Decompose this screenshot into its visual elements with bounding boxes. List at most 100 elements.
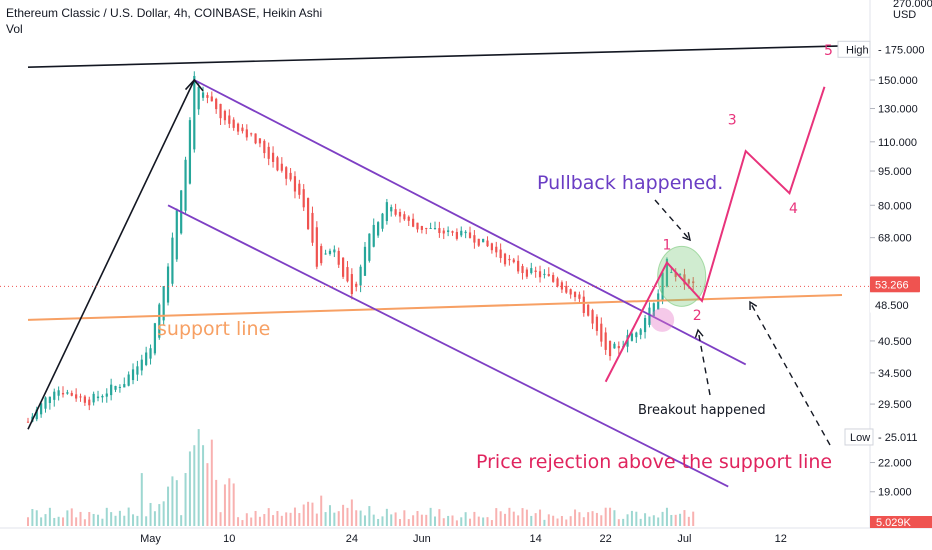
volume-bar	[114, 515, 117, 526]
volume-bar	[499, 511, 502, 526]
candle-body	[385, 202, 388, 222]
candle-body	[595, 316, 599, 331]
pullback-arrow	[654, 199, 691, 241]
candle-body	[416, 222, 419, 230]
candle-body	[320, 246, 323, 264]
candle-body	[569, 289, 572, 295]
candle-body	[197, 86, 200, 110]
candle-body	[635, 332, 638, 338]
support-price-badge: 48.500	[875, 300, 909, 312]
candle-body	[298, 183, 301, 195]
high-trendline[interactable]	[27, 45, 843, 68]
candle-body	[538, 271, 542, 278]
volume-bar	[600, 515, 603, 526]
candle-body	[372, 224, 375, 247]
volume-bar	[289, 512, 292, 526]
candle-body	[486, 240, 489, 247]
volume-bar	[40, 517, 43, 526]
time-tick-label: Jul	[677, 533, 691, 545]
volume-bar	[363, 515, 366, 526]
impulse-line[interactable]	[27, 79, 196, 430]
volume-bar	[613, 510, 616, 526]
volume-bar	[62, 517, 65, 526]
volume-bar	[237, 517, 240, 526]
volume-bar	[486, 517, 489, 526]
volume-bar	[521, 508, 524, 526]
price-axis[interactable]: 150.000 130.000 110.000 95.000 80.000 68.000 4…	[837, 0, 932, 529]
candle-body	[565, 285, 568, 293]
candle-body	[236, 123, 240, 132]
volume-bar	[490, 520, 493, 526]
candle-body	[127, 374, 130, 386]
candle-body	[219, 103, 222, 119]
high-marker-label: High	[846, 44, 869, 56]
candle-body	[276, 157, 279, 171]
volume-bar	[630, 510, 633, 526]
volume-bar	[429, 507, 432, 526]
candle-body	[293, 176, 297, 192]
candle-body	[53, 391, 56, 400]
candle-body	[346, 267, 349, 282]
channel-lower-line[interactable]	[167, 204, 729, 488]
volume-bar	[342, 504, 345, 526]
volume-bar	[105, 507, 108, 526]
volume-bar	[333, 512, 336, 526]
volume-bar	[385, 508, 388, 526]
candle-body	[543, 273, 546, 275]
volume-bar	[293, 507, 296, 526]
candle-body	[35, 409, 38, 420]
high-marker-box	[837, 40, 871, 58]
breakout-arrow-head	[694, 328, 704, 338]
breakout-arrow	[697, 329, 711, 396]
candle-body	[425, 227, 428, 229]
candle-body	[447, 230, 450, 232]
price-tick-label: 19.000	[878, 487, 912, 499]
candle-body	[412, 218, 415, 227]
volume-badge: 5.029K	[876, 517, 912, 529]
volume-bar	[661, 511, 664, 526]
candle-body	[490, 243, 493, 251]
time-axis[interactable]: May 10 24 Jun 14 22 Jul 12	[140, 533, 787, 545]
volume-bar	[674, 514, 677, 526]
candle-body	[600, 323, 603, 342]
volume-bar	[337, 511, 340, 526]
wave-label: 4	[789, 201, 798, 217]
candle-body	[398, 211, 402, 217]
volume-bar	[420, 514, 423, 526]
candle-body	[333, 249, 336, 253]
candle-body	[455, 231, 458, 239]
volume-bar	[66, 510, 69, 526]
volume-bar	[473, 511, 476, 526]
channel-upper-line[interactable]	[193, 79, 747, 366]
candle-body	[158, 304, 161, 338]
candle-body	[289, 172, 292, 180]
volume-badge-bg	[870, 516, 932, 528]
volume-bar	[639, 518, 642, 526]
candle-body	[215, 98, 218, 110]
candle-body	[639, 329, 642, 335]
candle-body	[407, 216, 410, 221]
support-line[interactable]	[27, 293, 843, 321]
volume-bar	[587, 512, 590, 526]
volume-bar	[140, 473, 143, 526]
volume-bar	[302, 504, 305, 526]
volume-bar	[477, 516, 480, 526]
volume-bar	[482, 517, 485, 526]
volume-bar	[394, 512, 397, 526]
support-line-label: support line	[157, 318, 270, 340]
volume-bar	[118, 510, 121, 526]
candle-body	[508, 258, 511, 261]
candle-body	[250, 133, 253, 135]
annotations: 1 2 3 4 5 Pullback happened. support line Break…	[157, 43, 833, 473]
candle-body	[324, 253, 327, 255]
candle-body	[254, 133, 257, 144]
candle-body	[280, 163, 283, 171]
candle-body	[468, 232, 472, 238]
candle-body	[263, 140, 266, 154]
candle-body	[630, 333, 634, 341]
rejection-annotation: Price rejection above the support line	[476, 451, 832, 473]
candle-body	[477, 238, 480, 246]
volume-bar	[547, 514, 550, 526]
